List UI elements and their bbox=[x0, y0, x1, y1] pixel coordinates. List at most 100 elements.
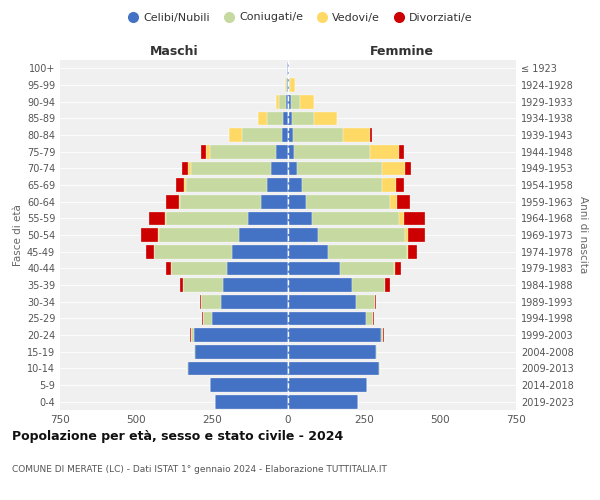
Bar bbox=[194, 345, 195, 358]
Bar bbox=[306, 195, 390, 208]
Legend: Celibi/Nubili, Coniugati/e, Vedovi/e, Divorziati/e: Celibi/Nubili, Coniugati/e, Vedovi/e, Di… bbox=[124, 8, 476, 27]
Bar bbox=[154, 245, 232, 258]
Bar bbox=[294, 145, 370, 158]
Bar bbox=[223, 278, 288, 292]
Bar bbox=[283, 112, 288, 125]
Bar bbox=[212, 312, 288, 325]
Bar bbox=[229, 128, 242, 142]
Bar bbox=[394, 262, 395, 275]
Bar bbox=[215, 395, 288, 408]
Bar bbox=[397, 195, 410, 208]
Bar bbox=[188, 162, 191, 175]
Bar bbox=[370, 128, 371, 142]
Bar bbox=[146, 245, 154, 258]
Bar bbox=[271, 162, 288, 175]
Bar bbox=[288, 378, 367, 392]
Bar bbox=[149, 212, 166, 225]
Bar bbox=[286, 78, 287, 92]
Bar bbox=[381, 328, 383, 342]
Bar bbox=[166, 212, 248, 225]
Bar bbox=[288, 228, 319, 242]
Bar bbox=[257, 112, 267, 125]
Bar bbox=[179, 195, 180, 208]
Bar bbox=[292, 112, 314, 125]
Bar bbox=[382, 162, 405, 175]
Bar bbox=[288, 328, 381, 342]
Bar bbox=[396, 178, 404, 192]
Bar bbox=[288, 278, 352, 292]
Bar bbox=[288, 245, 328, 258]
Bar bbox=[293, 128, 343, 142]
Bar bbox=[171, 262, 227, 275]
Bar bbox=[302, 178, 382, 192]
Bar bbox=[232, 245, 288, 258]
Bar bbox=[211, 378, 288, 392]
Bar bbox=[352, 278, 385, 292]
Bar bbox=[211, 145, 276, 158]
Bar bbox=[239, 228, 288, 242]
Bar bbox=[343, 128, 370, 142]
Bar bbox=[248, 212, 288, 225]
Bar bbox=[267, 178, 288, 192]
Bar bbox=[285, 78, 286, 92]
Bar bbox=[290, 78, 295, 92]
Bar bbox=[202, 312, 203, 325]
Bar bbox=[288, 395, 358, 408]
Bar bbox=[277, 95, 280, 108]
Bar bbox=[188, 362, 288, 375]
Bar bbox=[288, 345, 376, 358]
Bar bbox=[288, 212, 313, 225]
Bar bbox=[288, 362, 379, 375]
Bar bbox=[289, 78, 290, 92]
Bar bbox=[405, 162, 411, 175]
Bar bbox=[203, 312, 212, 325]
Bar bbox=[180, 195, 260, 208]
Bar bbox=[373, 312, 374, 325]
Bar bbox=[182, 162, 188, 175]
Bar bbox=[395, 262, 401, 275]
Bar bbox=[385, 278, 390, 292]
Bar bbox=[286, 95, 288, 108]
Bar bbox=[356, 295, 374, 308]
Bar bbox=[202, 145, 206, 158]
Bar bbox=[288, 178, 302, 192]
Bar bbox=[191, 162, 271, 175]
Bar bbox=[382, 178, 396, 192]
Bar bbox=[314, 112, 337, 125]
Bar bbox=[260, 195, 288, 208]
Bar bbox=[187, 362, 188, 375]
Bar bbox=[408, 228, 425, 242]
Bar bbox=[195, 345, 288, 358]
Bar bbox=[200, 295, 202, 308]
Bar bbox=[288, 62, 289, 75]
Bar bbox=[191, 328, 194, 342]
Bar bbox=[288, 295, 356, 308]
Bar bbox=[407, 245, 408, 258]
Bar bbox=[159, 228, 239, 242]
Bar bbox=[340, 262, 394, 275]
Bar bbox=[206, 145, 211, 158]
Bar bbox=[166, 195, 179, 208]
Bar bbox=[319, 228, 405, 242]
Bar bbox=[291, 95, 300, 108]
Bar bbox=[288, 162, 297, 175]
Bar bbox=[183, 278, 223, 292]
Bar bbox=[280, 95, 286, 108]
Bar bbox=[287, 62, 288, 75]
Bar bbox=[276, 145, 288, 158]
Bar bbox=[300, 95, 314, 108]
Bar bbox=[288, 78, 289, 92]
Text: Popolazione per età, sesso e stato civile - 2024: Popolazione per età, sesso e stato civil… bbox=[12, 430, 343, 443]
Bar bbox=[399, 212, 404, 225]
Bar bbox=[288, 262, 340, 275]
Bar bbox=[374, 295, 376, 308]
Bar bbox=[176, 178, 184, 192]
Bar bbox=[227, 262, 288, 275]
Bar bbox=[405, 228, 408, 242]
Y-axis label: Fasce di età: Fasce di età bbox=[13, 204, 23, 266]
Bar bbox=[184, 178, 186, 192]
Bar bbox=[288, 95, 291, 108]
Bar bbox=[365, 312, 373, 325]
Bar bbox=[408, 245, 417, 258]
Bar bbox=[404, 212, 425, 225]
